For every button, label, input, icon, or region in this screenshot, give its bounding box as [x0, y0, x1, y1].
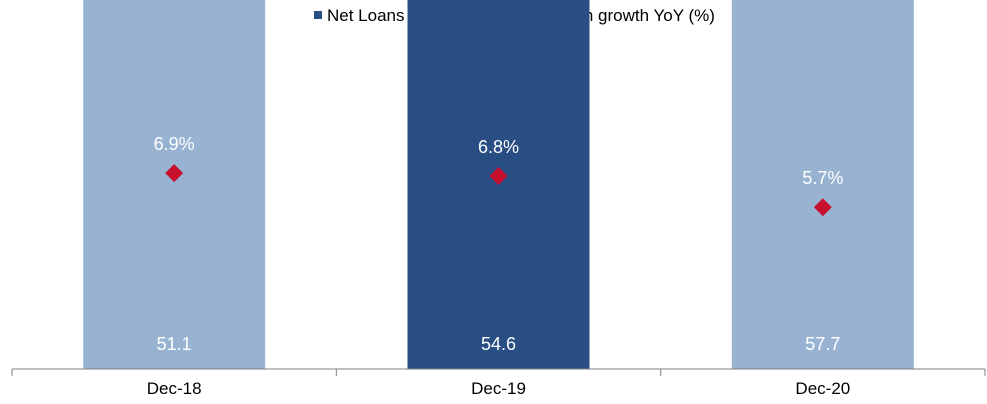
- bar-value-label: 51.1: [157, 334, 192, 354]
- legend-swatch-net-loans: [314, 11, 322, 19]
- bar-value-label: 54.6: [481, 334, 516, 354]
- legend-label-net-loans: Net Loans: [327, 6, 405, 25]
- growth-value-label: 6.9%: [154, 134, 195, 154]
- x-tick-label: Dec-20: [795, 379, 850, 398]
- bar-dec-18: [83, 0, 266, 369]
- growth-marker-dec-19: [489, 166, 508, 185]
- growth-marker-dec-20: [813, 198, 832, 217]
- bar-value-label: 57.7: [805, 334, 840, 354]
- bar-series: 51.1 54.6 57.7: [83, 0, 914, 369]
- bar-dec-20: [731, 0, 914, 369]
- growth-marker-dec-18: [165, 164, 184, 183]
- x-tick-label: Dec-18: [147, 379, 202, 398]
- growth-value-label: 5.7%: [802, 168, 843, 188]
- growth-value-label: 6.8%: [478, 137, 519, 157]
- x-tick-label: Dec-19: [471, 379, 526, 398]
- growth-series: 6.9% 6.8% 5.7%: [154, 134, 843, 217]
- x-axis: Dec-18 Dec-19 Dec-20: [11, 368, 986, 398]
